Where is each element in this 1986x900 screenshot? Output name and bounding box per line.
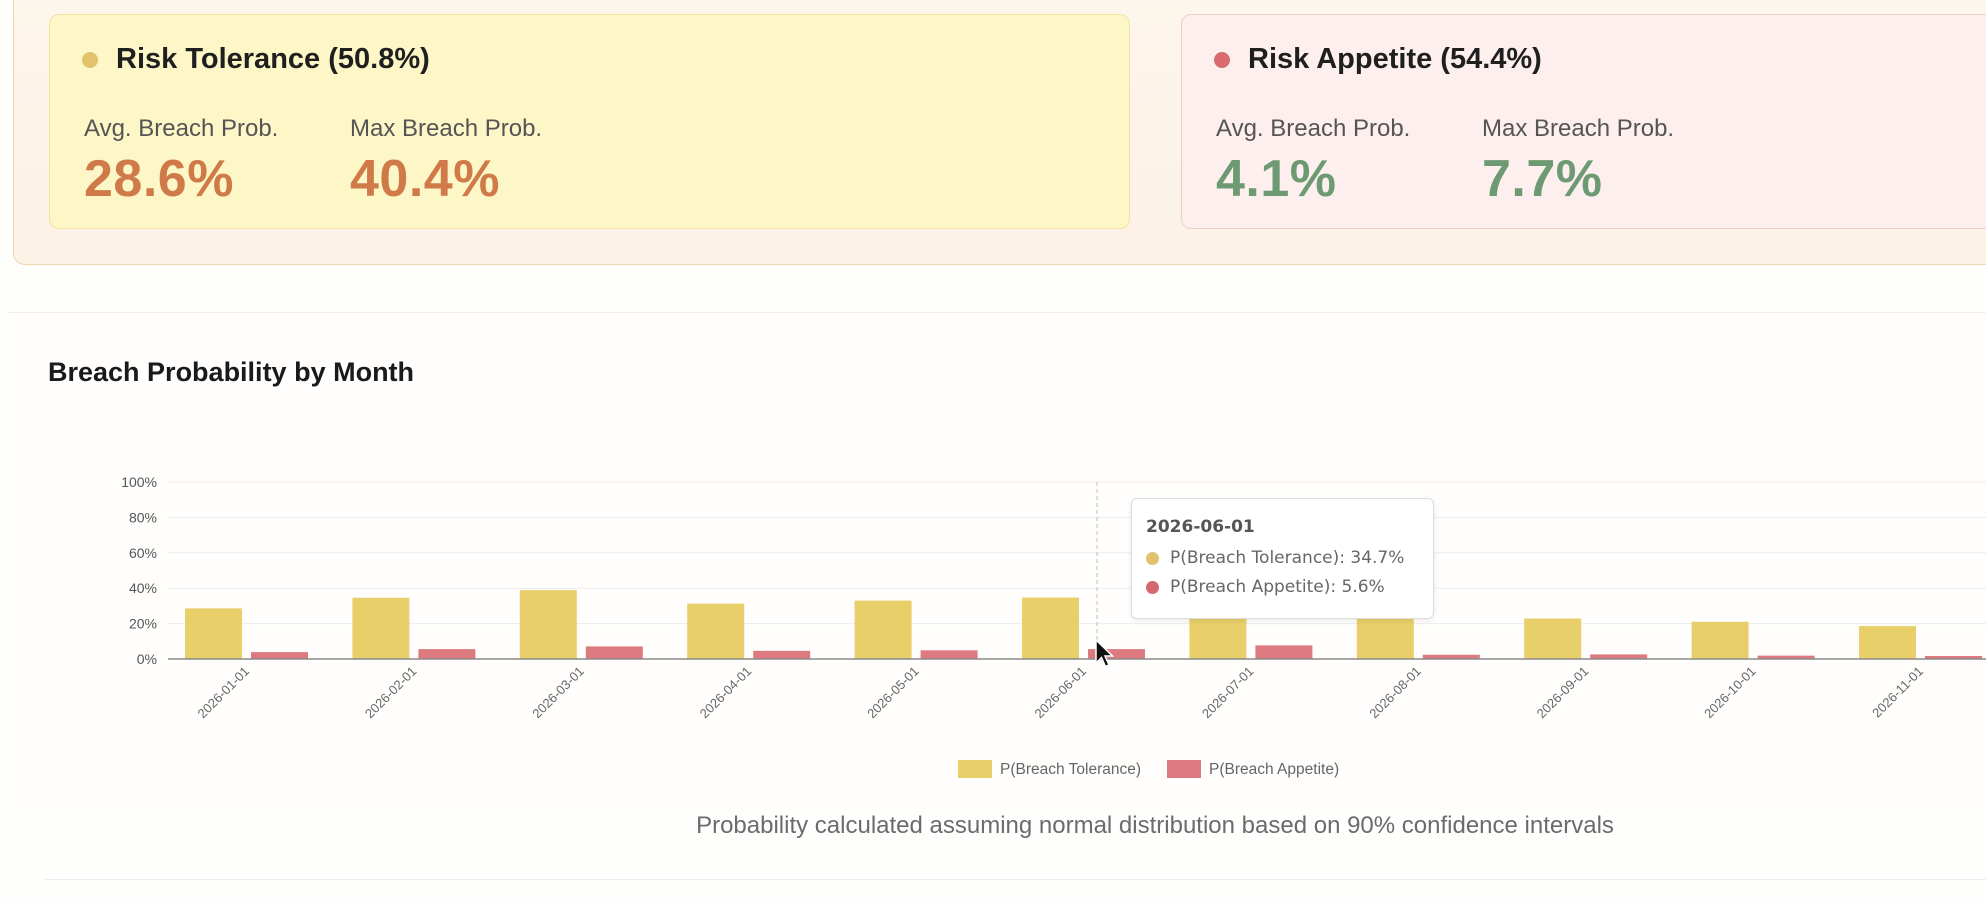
- bar-appetite: [1088, 649, 1145, 659]
- bar-tolerance: [1859, 626, 1916, 659]
- x-tick-label: 2026-06-01: [1031, 664, 1089, 722]
- y-tick-label: 40%: [129, 580, 157, 596]
- chart-title: Breach Probability by Month: [48, 357, 415, 387]
- appetite-avg-value: 4.1%: [1216, 150, 1337, 208]
- bar-appetite: [418, 649, 476, 659]
- risk-tolerance-title: Risk Tolerance (50.8%): [82, 43, 430, 76]
- risk-appetite-card: Risk Appetite (54.4%) Avg. Breach Prob. …: [1181, 14, 1986, 229]
- x-tick-label: 2026-05-01: [864, 664, 922, 722]
- tolerance-avg-stat: Avg. Breach Prob. 28.6%: [84, 115, 278, 209]
- bar-tolerance: [1524, 618, 1582, 659]
- legend-tolerance-swatch: [958, 760, 992, 778]
- risk-tolerance-card: Risk Tolerance (50.8%) Avg. Breach Prob.…: [49, 14, 1130, 229]
- appetite-dot-icon: [1214, 51, 1230, 68]
- chart-panel: [8, 312, 1986, 812]
- legend-appetite-label: P(Breach Appetite): [1209, 761, 1339, 778]
- bar-tolerance: [854, 600, 912, 659]
- x-tick-label: 2026-09-01: [1534, 664, 1592, 722]
- tolerance-max-label: Max Breach Prob.: [350, 115, 543, 142]
- x-tick-label: 2026-03-01: [529, 664, 587, 722]
- tolerance-max-stat: Max Breach Prob. 40.4%: [350, 115, 542, 209]
- appetite-max-stat: Max Breach Prob. 7.7%: [1482, 115, 1674, 209]
- bar-tolerance: [687, 603, 745, 659]
- x-tick-label: 2026-01-01: [194, 664, 252, 722]
- tooltip-title: 2026-06-01: [1146, 517, 1255, 537]
- tolerance-avg-label: Avg. Breach Prob.: [84, 115, 279, 142]
- bar-appetite: [251, 652, 308, 659]
- bar-appetite: [585, 646, 643, 659]
- bar-appetite: [920, 650, 978, 659]
- bar-tolerance: [1356, 618, 1414, 659]
- tooltip-row-tolerance: P(Breach Tolerance): 34.7%: [1146, 548, 1404, 568]
- bar-tolerance: [519, 590, 577, 659]
- x-tick-label: 2026-10-01: [1701, 664, 1759, 722]
- tooltip-tolerance-dot-icon: [1146, 551, 1159, 565]
- bar-appetite: [1757, 655, 1815, 659]
- chart-tooltip: 2026-06-01 P(Breach Tolerance): 34.7% P(…: [1131, 498, 1434, 619]
- tolerance-dot-icon: [82, 51, 98, 68]
- bar-tolerance: [1189, 615, 1247, 659]
- y-tick-label: 0%: [137, 651, 157, 667]
- mouse-cursor-icon: [1095, 639, 1114, 668]
- tooltip-appetite-text: P(Breach Appetite): 5.6%: [1170, 577, 1385, 597]
- appetite-max-value: 7.7%: [1482, 150, 1603, 208]
- y-tick-label: 20%: [129, 616, 157, 632]
- appetite-avg-stat: Avg. Breach Prob. 4.1%: [1216, 115, 1410, 209]
- risk-appetite-title-text: Risk Appetite (54.4%): [1248, 43, 1542, 75]
- x-tick-label: 2026-07-01: [1199, 664, 1257, 722]
- tooltip-tolerance-text: P(Breach Tolerance): 34.7%: [1170, 548, 1405, 568]
- y-tick-label: 100%: [121, 474, 157, 490]
- bar-appetite: [1255, 645, 1313, 659]
- x-tick-label: 2026-08-01: [1366, 664, 1424, 722]
- appetite-avg-label: Avg. Breach Prob.: [1216, 115, 1411, 142]
- y-tick-label: 60%: [129, 545, 157, 561]
- tolerance-max-value: 40.4%: [350, 150, 500, 208]
- risk-appetite-title: Risk Appetite (54.4%): [1214, 43, 1542, 76]
- tolerance-avg-value: 28.6%: [84, 150, 234, 208]
- y-tick-label: 80%: [129, 509, 157, 525]
- bar-appetite: [1422, 654, 1480, 659]
- divider: [45, 879, 1986, 880]
- x-tick-label: 2026-02-01: [362, 664, 420, 722]
- bar-tolerance: [1691, 621, 1749, 659]
- bar-tolerance: [352, 597, 410, 659]
- tooltip-row-appetite: P(Breach Appetite): 5.6%: [1146, 577, 1385, 597]
- bar-tolerance: [185, 608, 242, 659]
- tooltip-appetite-dot-icon: [1146, 580, 1159, 594]
- legend-appetite-swatch: [1167, 760, 1201, 778]
- risk-tolerance-title-text: Risk Tolerance (50.8%): [116, 43, 430, 75]
- legend-tolerance-label: P(Breach Tolerance): [1000, 761, 1141, 778]
- bar-appetite: [1590, 654, 1648, 659]
- chart-footnote: Probability calculated assuming normal d…: [696, 812, 1614, 839]
- bar-appetite: [1925, 655, 1982, 659]
- x-tick-label: 2026-04-01: [697, 664, 755, 722]
- bar-appetite: [753, 650, 811, 659]
- x-tick-label: 2026-11-01: [1869, 664, 1926, 721]
- appetite-max-label: Max Breach Prob.: [1482, 115, 1675, 142]
- bar-tolerance: [1022, 597, 1079, 659]
